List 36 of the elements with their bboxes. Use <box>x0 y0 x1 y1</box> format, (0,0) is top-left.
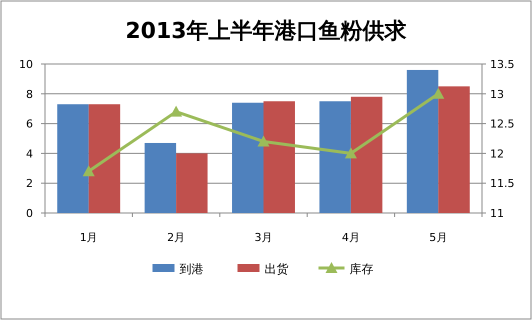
x-tick-label: 4月 <box>342 231 360 244</box>
bar <box>406 70 438 213</box>
legend-label: 到港 <box>180 262 204 276</box>
chart-title: 2013年上半年港口鱼粉供求 <box>125 19 408 44</box>
y2-tick-label: 11 <box>490 207 504 220</box>
y2-tick-label: 12.5 <box>490 118 514 131</box>
y-tick-label: 10 <box>19 58 33 71</box>
bar <box>144 142 176 213</box>
bar <box>319 101 351 213</box>
bar <box>176 153 208 213</box>
y-tick-label: 4 <box>26 147 33 160</box>
x-tick-label: 2月 <box>167 231 186 244</box>
bar <box>57 104 89 213</box>
x-tick-label: 5月 <box>429 231 448 244</box>
y2-tick-label: 11.5 <box>490 177 514 190</box>
y2-tick-label: 13.5 <box>490 58 514 71</box>
bar <box>88 104 120 213</box>
x-tick-label: 3月 <box>254 231 272 244</box>
point <box>170 106 182 117</box>
y-tick-label: 6 <box>26 118 33 131</box>
bar <box>232 102 264 213</box>
legend-label: 库存 <box>350 262 374 276</box>
legend-label: 出货 <box>264 262 288 276</box>
y-tick-label: 0 <box>26 207 33 220</box>
y-tick-label: 8 <box>26 88 33 101</box>
x-tick-label: 1月 <box>80 231 98 244</box>
bar <box>350 96 382 213</box>
point <box>258 135 270 146</box>
y-tick-label: 2 <box>26 177 33 190</box>
point <box>432 88 444 99</box>
y2-tick-label: 13 <box>490 88 504 101</box>
bar <box>438 86 470 213</box>
y2-tick-label: 12 <box>490 147 504 160</box>
point <box>344 147 357 158</box>
bar <box>264 101 295 213</box>
point <box>82 165 95 176</box>
